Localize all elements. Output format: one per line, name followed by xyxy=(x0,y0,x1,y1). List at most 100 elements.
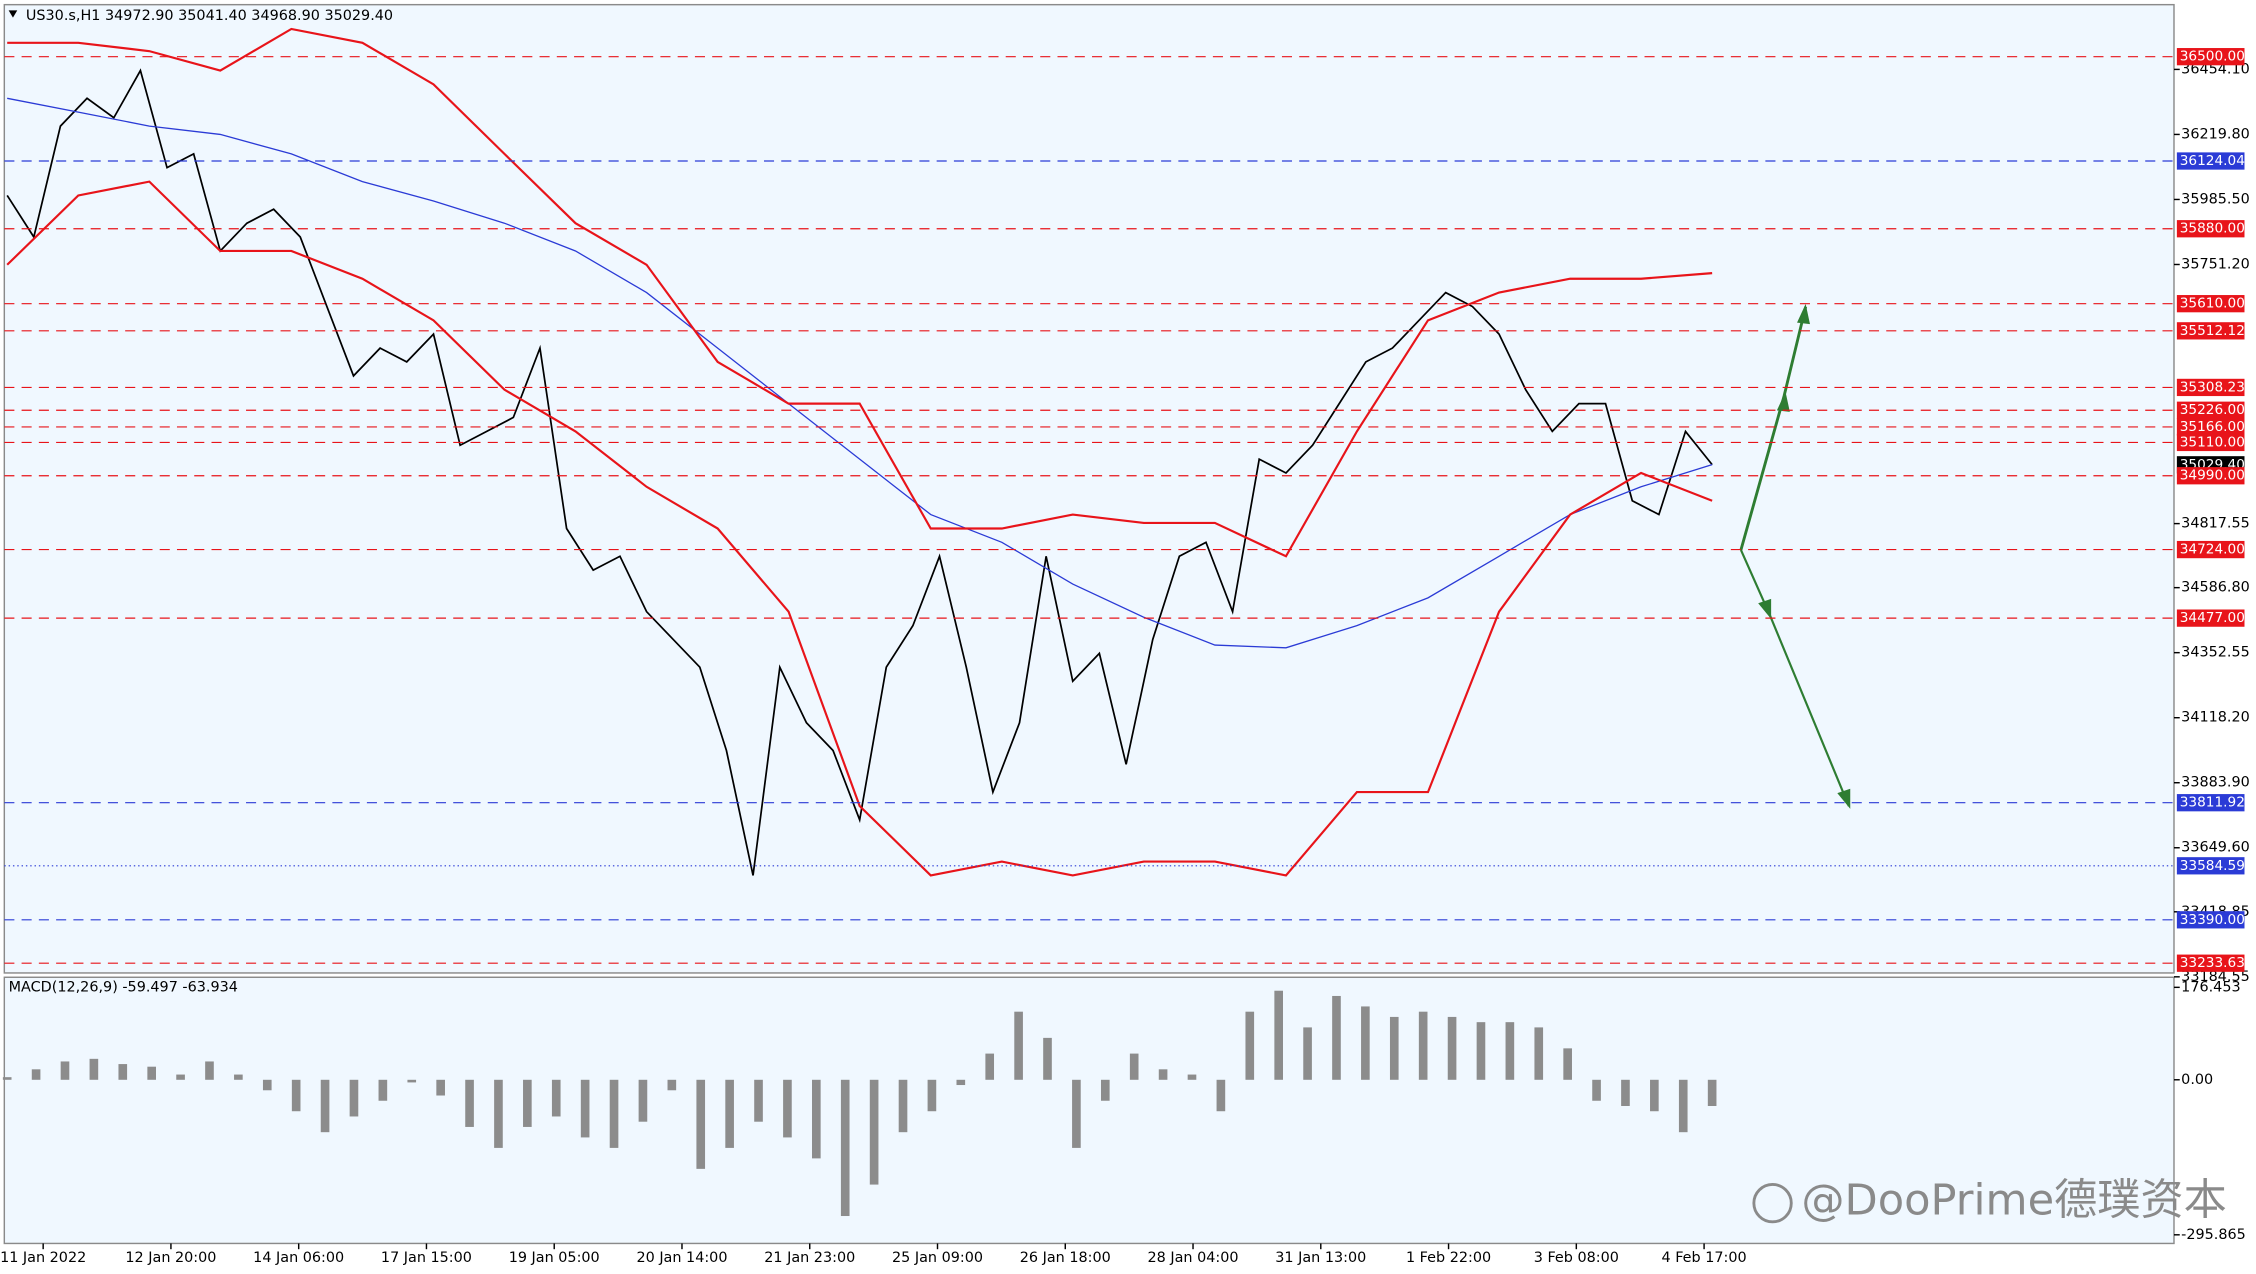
x-tick-label: 21 Jan 23:00 xyxy=(764,1250,855,1266)
level-tag xyxy=(2176,418,2245,436)
level-label: 34990.00 xyxy=(2180,468,2245,484)
macd-bar xyxy=(1707,1079,1717,1106)
macd-bar xyxy=(551,1079,561,1117)
macd-bar xyxy=(1100,1079,1110,1101)
macd-pane xyxy=(3,976,2175,1245)
x-tick-label: 20 Jan 14:00 xyxy=(636,1250,727,1266)
macd-bar xyxy=(1187,1074,1197,1080)
macd-bar xyxy=(291,1079,301,1112)
macd-bar xyxy=(1216,1079,1226,1112)
x-tick-label: 31 Jan 13:00 xyxy=(1275,1250,1366,1266)
macd-bar xyxy=(1476,1022,1486,1080)
macd-bar xyxy=(262,1079,272,1091)
macd-bar xyxy=(1303,1027,1312,1080)
y-tick-label: 35751.20 xyxy=(2181,256,2250,272)
level-tag xyxy=(2176,540,2245,559)
x-tick-label: 19 Jan 05:00 xyxy=(509,1250,600,1266)
macd-bar xyxy=(1678,1079,1688,1133)
macd-title: MACD(12,26,9) -59.497 -63.934 xyxy=(9,979,238,995)
macd-bar xyxy=(1158,1069,1168,1080)
x-tick-label: 1 Feb 22:00 xyxy=(1406,1250,1491,1266)
macd-bar xyxy=(1563,1048,1572,1080)
price-line xyxy=(6,180,1713,877)
x-tick-label: 17 Jan 15:00 xyxy=(381,1250,472,1266)
level-tag xyxy=(2176,378,2245,397)
up-arrowhead xyxy=(1776,391,1790,412)
macd-bar xyxy=(985,1053,995,1080)
level-tag xyxy=(2176,152,2245,170)
macd-bar xyxy=(1332,995,1341,1080)
y-tick-label: 34118.20 xyxy=(2181,710,2250,726)
level-tag xyxy=(2176,911,2245,929)
macd-bar xyxy=(1129,1053,1139,1080)
macd-bar xyxy=(1418,1011,1428,1080)
macd-bar xyxy=(927,1079,937,1112)
macd-bar xyxy=(783,1079,792,1138)
down-arrowhead xyxy=(1758,598,1772,620)
level-tag xyxy=(2176,295,2245,313)
macd-bar xyxy=(667,1079,677,1091)
y-tick-label: -295.865 xyxy=(2181,1227,2246,1243)
macd-bar xyxy=(754,1079,763,1122)
level-label: 35110.00 xyxy=(2180,434,2245,450)
macd-bar xyxy=(869,1079,879,1185)
macd-bar xyxy=(1447,1016,1457,1080)
symbol-arrow xyxy=(8,10,18,18)
level-label: 36500.00 xyxy=(2180,49,2245,65)
y-tick-label: 34586.80 xyxy=(2181,580,2250,596)
macd-bar xyxy=(320,1079,330,1133)
level-label: 35880.00 xyxy=(2180,221,2245,237)
level-label: 35308.23 xyxy=(2180,379,2245,395)
level-tag xyxy=(2176,954,2245,972)
macd-bar xyxy=(725,1079,734,1148)
y-tick-label: 33184.55 xyxy=(2181,969,2250,985)
x-tick-label: 4 Feb 17:00 xyxy=(1661,1250,1746,1266)
macd-bar xyxy=(523,1079,532,1127)
x-tick-label: 26 Jan 18:00 xyxy=(1020,1250,1111,1266)
x-tick-label: 12 Jan 20:00 xyxy=(125,1250,216,1266)
level-tag xyxy=(2176,609,2245,627)
macd-bar xyxy=(1014,1011,1023,1080)
macd-bar xyxy=(147,1066,156,1080)
macd-bar xyxy=(1534,1027,1544,1080)
macd-bar xyxy=(1650,1079,1659,1112)
level-label: 36124.04 xyxy=(2180,153,2245,169)
level-label: 35226.00 xyxy=(2180,402,2245,418)
level-label: 33811.92 xyxy=(2180,795,2245,811)
macd-bar xyxy=(60,1061,70,1080)
macd-bar xyxy=(118,1064,128,1080)
macd-bar xyxy=(176,1074,185,1080)
macd-bar xyxy=(696,1079,706,1169)
x-tick-label: 25 Jan 09:00 xyxy=(892,1250,983,1266)
macd-bar xyxy=(436,1079,445,1096)
level-label: 33390.00 xyxy=(2180,912,2245,928)
level-tag xyxy=(2176,220,2245,238)
macd-bar xyxy=(956,1079,966,1086)
level-label: 34477.00 xyxy=(2180,610,2245,626)
level-label: 35610.00 xyxy=(2180,296,2245,312)
y-tick-label: 33883.90 xyxy=(2181,775,2250,791)
level-tag xyxy=(2176,794,2245,812)
macd-bar xyxy=(1592,1079,1601,1101)
macd-bar xyxy=(89,1058,99,1080)
y-tick-label: 0.00 xyxy=(2181,1072,2213,1088)
down-arrowhead xyxy=(1837,788,1851,809)
level-label: 34724.00 xyxy=(2180,542,2245,558)
y-tick-label: 35985.50 xyxy=(2181,191,2250,207)
price-line xyxy=(7,97,1713,649)
macd-bar xyxy=(812,1079,821,1159)
macd-bar xyxy=(205,1061,214,1080)
x-tick-label: 11 Jan 2022 xyxy=(0,1250,86,1266)
level-tag xyxy=(2176,467,2245,485)
macd-bar xyxy=(1072,1079,1081,1148)
x-tick-label: 28 Jan 04:00 xyxy=(1148,1250,1239,1266)
macd-bar xyxy=(378,1079,388,1101)
macd-bar xyxy=(234,1074,243,1080)
macd-bar xyxy=(465,1079,474,1127)
watermark: @DooPrime德璞资本 xyxy=(1801,1176,2226,1226)
macd-bar xyxy=(407,1079,417,1083)
macd-bar xyxy=(349,1079,359,1117)
y-tick-label: 33649.60 xyxy=(2181,840,2250,856)
y-tick-label: 36454.10 xyxy=(2181,61,2250,77)
